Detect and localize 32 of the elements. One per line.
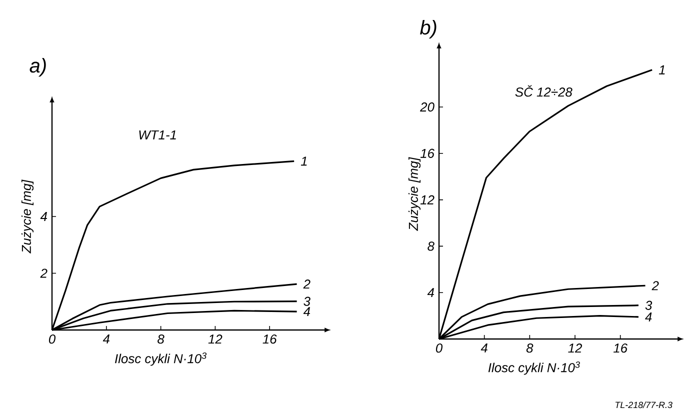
chart-title: b) (420, 20, 436, 39)
x-tick-label: 8 (526, 344, 534, 353)
x-tick-label: 0 (48, 334, 56, 344)
y-axis-title: Zużycie [mg] (21, 180, 34, 254)
series-label: 2 (652, 281, 659, 290)
x-tick-label: 12 (568, 344, 582, 353)
series-label: 3 (645, 300, 652, 310)
series-label: 4 (645, 312, 652, 322)
series-label: 1 (300, 156, 307, 166)
series-label: 3 (304, 296, 310, 306)
y-tick-label: 4 (427, 288, 434, 298)
text: WT1-1 (139, 130, 176, 140)
chart-title: a) (30, 58, 46, 77)
y-axis-title: Zużycie [mg] (408, 157, 421, 231)
x-tick-label: 4 (480, 344, 488, 352)
x-tick-label: 0 (436, 344, 443, 353)
text: SČ 12÷28 (515, 85, 572, 97)
x-tick-label: 16 (613, 344, 628, 353)
x-axis-title: Ilosc cykli N·10$^{3}$ (488, 361, 580, 375)
series-label: 2 (303, 280, 310, 289)
series-label: 1 (658, 65, 665, 74)
y-tick-label: 16 (420, 148, 434, 158)
x-tick-label: 12 (208, 334, 222, 344)
x-axis-title: Ilosc cykli N·10$^{3}$ (115, 352, 207, 366)
text: TL-218/77-R.3 (615, 402, 672, 408)
x-tick-label: 4 (102, 334, 110, 344)
y-tick-label: 12 (420, 195, 434, 204)
y-tick-label: 20 (420, 102, 434, 112)
x-tick-label: 16 (262, 334, 277, 344)
x-tick-label: 8 (158, 334, 164, 344)
y-tick-label: 8 (428, 242, 434, 251)
series-label: 4 (303, 307, 310, 316)
